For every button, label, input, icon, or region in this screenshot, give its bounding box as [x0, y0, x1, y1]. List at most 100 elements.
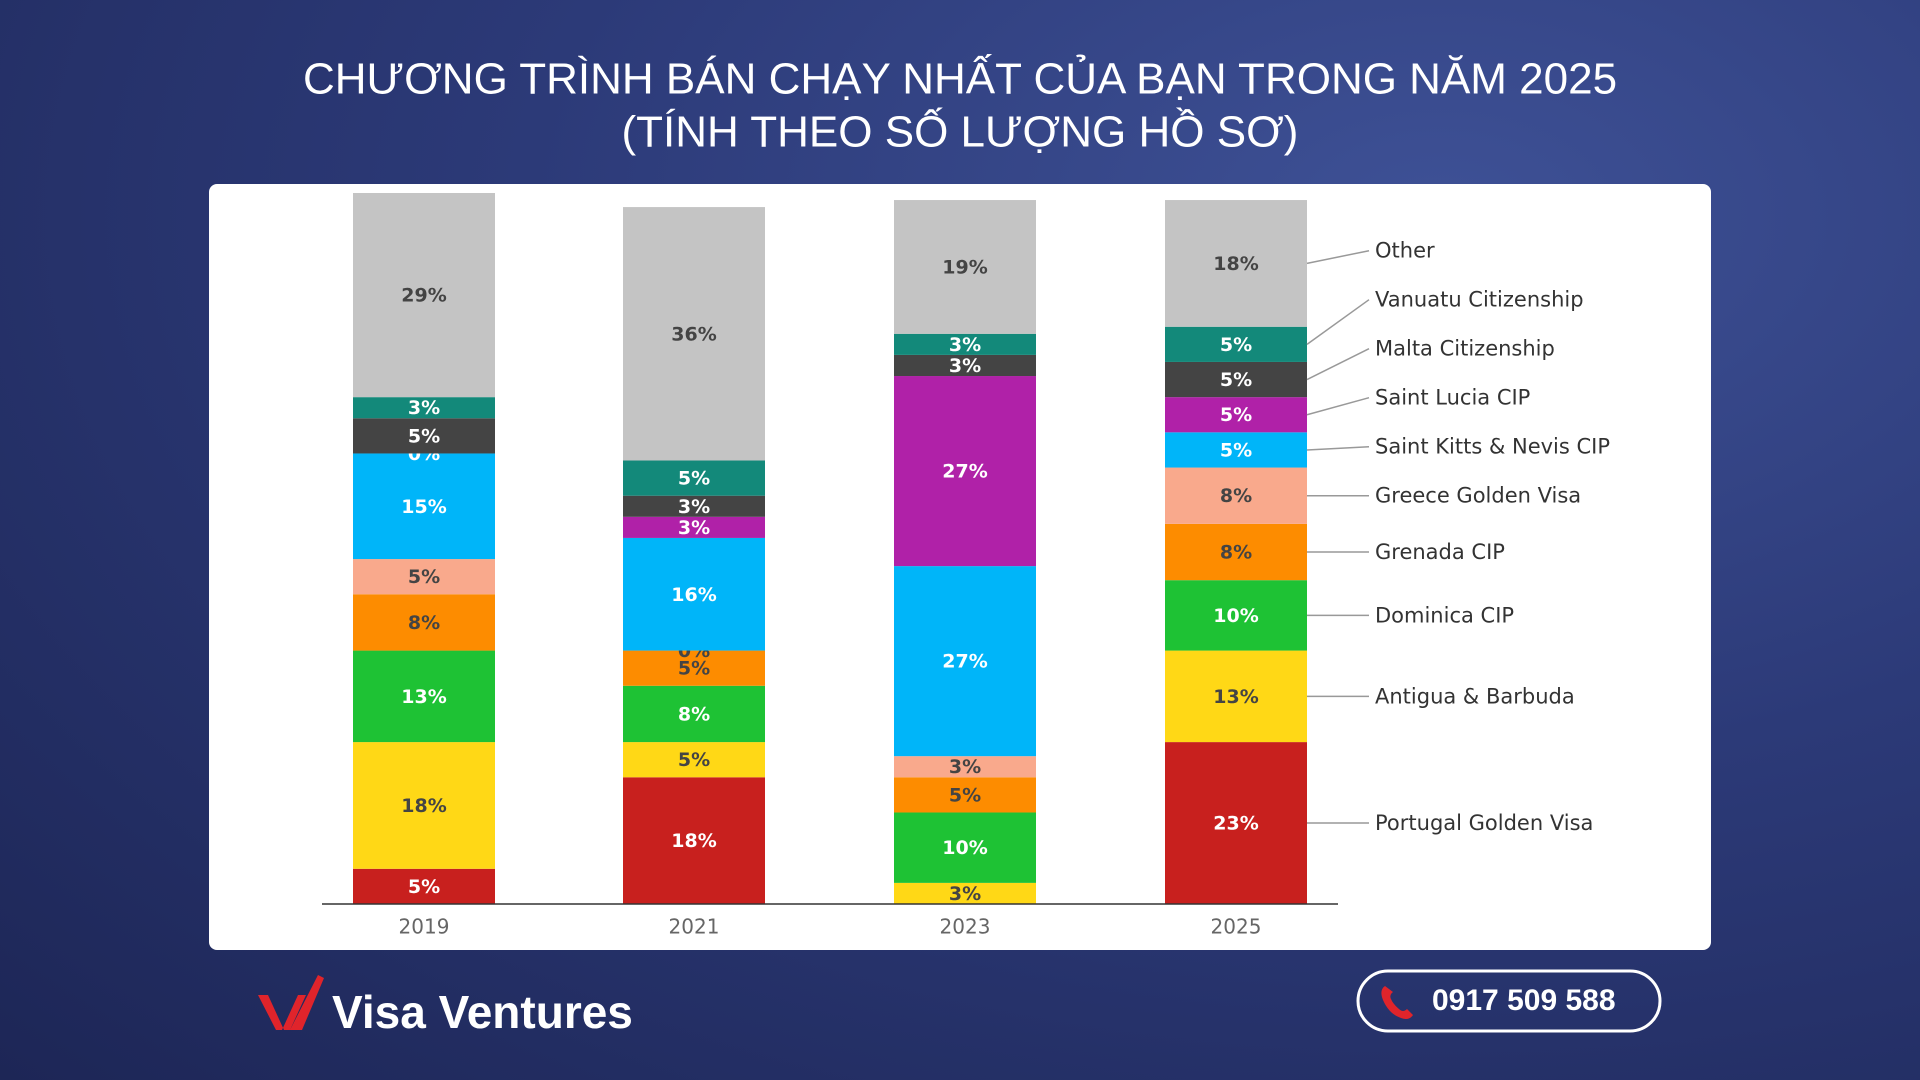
data-label: 27%: [942, 461, 987, 483]
data-label: 36%: [671, 323, 716, 345]
bar-segment: [1165, 650, 1307, 743]
data-label: 19%: [942, 256, 987, 278]
data-label: 13%: [401, 686, 446, 708]
data-label: 3%: [949, 883, 981, 905]
data-label: 27%: [942, 651, 987, 673]
bar-segment: [894, 376, 1036, 567]
bar-segment: [353, 868, 495, 904]
bar-segment: [894, 812, 1036, 883]
bar-segment: [894, 200, 1036, 334]
title-line: (TÍNH THEO SỐ LƯỢNG HỒ SƠ): [622, 106, 1299, 157]
legend-label: Greece Golden Visa: [1375, 484, 1581, 508]
bar-segment: [894, 882, 1036, 904]
leader-line: [1306, 299, 1370, 345]
leader-line: [1306, 445, 1370, 451]
data-label: 5%: [408, 566, 440, 588]
data-label: 3%: [949, 756, 981, 778]
data-label: 3%: [678, 517, 710, 539]
data-label: 5%: [1220, 369, 1252, 391]
legend-label: Saint Kitts & Nevis CIP: [1375, 435, 1610, 459]
bar-segment: [1165, 397, 1307, 433]
data-label: 5%: [678, 468, 710, 490]
title-line: CHƯƠNG TRÌNH BÁN CHẠY NHẤT CỦA BẠN TRONG…: [303, 53, 1617, 104]
bar-segment: [623, 460, 765, 496]
x-tick-label: 2019: [399, 915, 450, 939]
bar-segment: [1165, 326, 1307, 362]
phone-number[interactable]: 0917 509 588: [1432, 984, 1616, 1017]
x-tick-label: 2023: [940, 915, 991, 939]
bar-segment: [1165, 523, 1307, 581]
legend-label: Saint Lucia CIP: [1375, 386, 1530, 410]
x-tick-label: 2021: [669, 915, 720, 939]
bar-segment: [353, 742, 495, 869]
bar-segment: [1165, 361, 1307, 398]
bar-segment: [623, 207, 765, 461]
bar-segment: [353, 594, 495, 651]
data-label: 10%: [1213, 605, 1258, 627]
bar-segment: [1165, 432, 1307, 468]
data-label: 5%: [1220, 439, 1252, 461]
bar-segment: [623, 537, 765, 651]
data-label: 8%: [1220, 485, 1252, 507]
legend-label: Other: [1375, 239, 1435, 263]
data-label: 8%: [1220, 542, 1252, 564]
data-label: 5%: [678, 749, 710, 771]
bar-segment: [1165, 467, 1307, 524]
bar-segment: [623, 495, 765, 517]
data-label: 3%: [678, 496, 710, 518]
data-label: 5%: [408, 425, 440, 447]
data-label: 5%: [949, 784, 981, 806]
bar-segment: [353, 397, 495, 419]
bar-segment: [1165, 200, 1307, 327]
bar-segment: [894, 756, 1036, 778]
bar-segment: [623, 650, 765, 686]
bar-segment: [894, 354, 1036, 377]
bar-segment: [894, 777, 1036, 813]
data-label: 3%: [949, 355, 981, 377]
legend-label: Malta Citizenship: [1375, 337, 1555, 361]
plot: 5%18%13%8%5%15%0%5%3%29%201918%5%8%5%0%1…: [322, 193, 1610, 939]
bar-segment: [894, 566, 1036, 757]
legend-label: Portugal Golden Visa: [1375, 811, 1593, 835]
logo-mark: [258, 975, 324, 1030]
bar-segment: [353, 418, 495, 454]
bar-segment: [894, 333, 1036, 355]
data-label: 5%: [1220, 334, 1252, 356]
bar-segment: [353, 193, 495, 398]
bar-segment: [353, 650, 495, 743]
data-label: 5%: [678, 658, 710, 680]
bar-segment: [623, 516, 765, 538]
bar-segment: [623, 742, 765, 778]
data-label: 13%: [1213, 686, 1258, 708]
data-label: 18%: [671, 830, 716, 852]
data-label: 18%: [401, 795, 446, 817]
data-label: 16%: [671, 584, 716, 606]
data-label: 5%: [1220, 404, 1252, 426]
bar-segment: [1165, 580, 1307, 651]
data-label: 5%: [408, 876, 440, 898]
bar-segment: [353, 453, 495, 560]
legend-label: Dominica CIP: [1375, 603, 1514, 627]
data-label: 8%: [678, 703, 710, 725]
data-label: 15%: [401, 496, 446, 518]
phone-icon: [1381, 986, 1413, 1019]
data-label: 8%: [408, 612, 440, 634]
leader-line: [1306, 348, 1370, 381]
bar-segment: [353, 559, 495, 595]
phone-pill[interactable]: [1356, 969, 1662, 1033]
data-label: 23%: [1213, 813, 1258, 835]
data-label: 3%: [949, 334, 981, 356]
data-label: 3%: [408, 397, 440, 419]
data-label: 29%: [401, 285, 446, 307]
legend-label: Grenada CIP: [1375, 540, 1505, 564]
leader-line: [1306, 249, 1370, 265]
data-label: 18%: [1213, 253, 1258, 275]
legend-label: Vanuatu Citizenship: [1375, 288, 1584, 312]
x-tick-label: 2025: [1211, 915, 1262, 939]
bar-segment: [623, 777, 765, 904]
data-label: 10%: [942, 837, 987, 859]
leader-line: [1306, 396, 1370, 416]
bar-segment: [623, 685, 765, 743]
